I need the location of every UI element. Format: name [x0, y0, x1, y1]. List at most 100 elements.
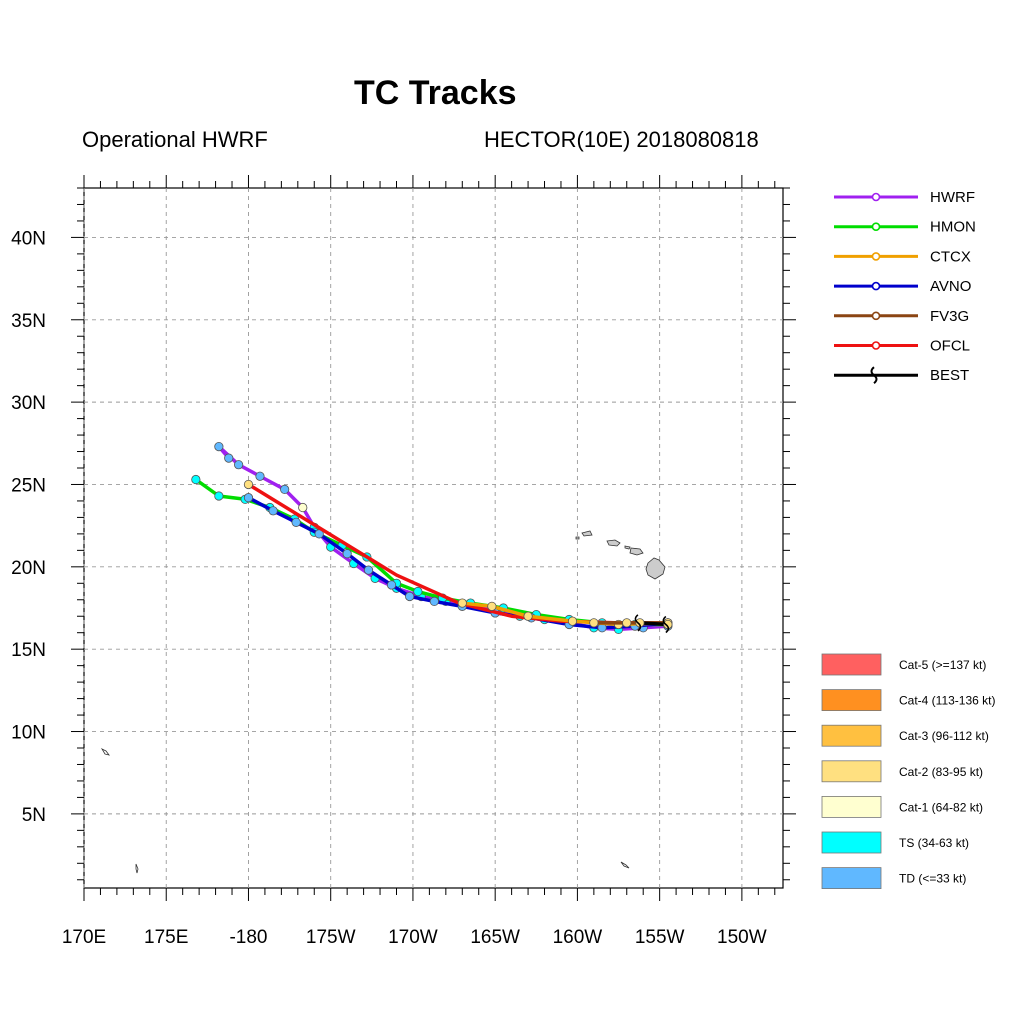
intensity-label-cat-5: Cat-5 (>=137 kt): [899, 658, 986, 672]
x-tick-label-150w: 150W: [717, 927, 767, 948]
island-outline: [629, 547, 644, 556]
y-tick-label-35n: 35N: [11, 311, 46, 332]
track-point-hwrf: [234, 460, 244, 470]
track-point-hwrf: [280, 484, 290, 495]
track-point-hwrf: [255, 471, 265, 481]
intensity-legend-ts: TS (34-63 kt): [821, 831, 969, 854]
track-point-hwrf: [224, 453, 234, 463]
island-outline: [581, 530, 593, 537]
legend-marker-hwrf: [871, 192, 881, 202]
island-outline: [624, 545, 631, 550]
track-point-hwrf: [298, 502, 308, 513]
x-tick-label-175w: 175W: [306, 927, 356, 948]
x-tick-label-170w: 170W: [388, 927, 438, 948]
y-tick-label-5n: 5N: [22, 805, 46, 826]
intensity-label-cat-1: Cat-1 (64-82 kt): [899, 800, 983, 814]
intensity-swatch-cat-4: [821, 689, 882, 711]
legend-marker-ofcl: [871, 341, 881, 350]
legend-entry-ctcx: CTCX: [834, 248, 971, 265]
track-best: [634, 614, 673, 634]
intensity-label-cat-4: Cat-4 (113-136 kt): [899, 694, 996, 708]
intensity-legend-td: TD (<=33 kt): [821, 867, 966, 889]
y-tick-label-20n: 20N: [11, 558, 46, 579]
track-point-fv3g: [622, 618, 632, 628]
intensity-swatch-cat-2: [821, 760, 882, 783]
track-point-fv3g: [589, 618, 599, 628]
intensity-legend-cat-3: Cat-3 (96-112 kt): [821, 724, 989, 747]
hurricane-symbol: [662, 615, 670, 634]
intensity-legend-cat-2: Cat-2 (83-95 kt): [821, 760, 983, 783]
x-tick-label-165w: 165W: [470, 927, 520, 948]
intensity-swatch-cat-3: [821, 724, 882, 747]
intensity-swatch-cat-5: [821, 653, 882, 676]
intensity-legend-cat-5: Cat-5 (>=137 kt): [821, 653, 986, 676]
legend-entry-ofcl: OFCL: [834, 338, 970, 355]
island-outline: [645, 557, 666, 580]
intensity-label-cat-3: Cat-3 (96-112 kt): [899, 729, 989, 743]
atoll-outline: [100, 748, 110, 756]
intensity-swatch-td: [821, 867, 882, 889]
track-point-ofcl: [243, 479, 254, 490]
hurricane-symbol: [870, 366, 878, 384]
track-point-ctcx: [457, 598, 467, 608]
track-point-ctcx: [567, 616, 578, 626]
x-tick-label-170e: 170E: [62, 927, 106, 948]
legend-label-hwrf: HWRF: [930, 189, 975, 206]
legend-entry-hwrf: HWRF: [834, 189, 975, 206]
atoll-outline: [135, 863, 139, 874]
legend-marker-fv3g: [871, 311, 881, 321]
legend-marker-ctcx: [871, 252, 881, 261]
track-point-avno: [291, 517, 301, 527]
plot-frame: [83, 187, 784, 889]
track-point-avno: [429, 596, 439, 607]
atoll-outline: [620, 861, 630, 869]
y-tick-label-40n: 40N: [11, 228, 46, 249]
legend-label-ofcl: OFCL: [930, 338, 970, 355]
legend-label-best: BEST: [930, 367, 969, 384]
x-tick-label-160w: 160W: [553, 927, 603, 948]
legend-label-fv3g: FV3G: [930, 308, 969, 325]
x-tick-label-180: -180: [229, 927, 267, 948]
y-tick-label-10n: 10N: [11, 723, 46, 744]
track-point-hmon: [191, 474, 201, 485]
track-point-hwrf: [214, 441, 224, 452]
intensity-legend-cat-4: Cat-4 (113-136 kt): [821, 689, 996, 711]
intensity-swatch-ts: [821, 831, 882, 854]
track-point-ctcx: [523, 611, 533, 621]
y-tick-label-25n: 25N: [11, 475, 46, 496]
hawaii-islands: [575, 530, 666, 580]
intensity-label-ts: TS (34-63 kt): [899, 836, 969, 850]
track-point-ctcx: [487, 601, 497, 611]
island-outline: [575, 536, 580, 540]
track-point-avno: [243, 493, 254, 503]
x-tick-label-175e: 175E: [144, 927, 188, 948]
legend-entry-hmon: HMON: [834, 219, 976, 236]
legend-label-ctcx: CTCX: [930, 248, 971, 265]
track-line-avno: [246, 495, 670, 630]
intensity-swatch-cat-1: [821, 796, 882, 818]
intensity-legend-cat-1: Cat-1 (64-82 kt): [821, 796, 983, 818]
intensity-label-cat-2: Cat-2 (83-95 kt): [899, 765, 983, 779]
y-tick-label-30n: 30N: [11, 393, 46, 414]
chart-title: TC Tracks: [354, 74, 517, 112]
track-line-best: [638, 621, 670, 627]
track-point-avno: [405, 591, 415, 602]
track-point-hmon: [214, 491, 224, 501]
track-point-avno: [386, 580, 397, 590]
legend-entry-best: BEST: [834, 366, 969, 384]
legend-label-avno: AVNO: [930, 278, 971, 295]
legend-marker-hmon: [871, 222, 881, 231]
legend-entry-fv3g: FV3G: [834, 308, 969, 325]
subtitle-storm: HECTOR(10E) 2018080818: [484, 127, 759, 152]
legend-marker-avno: [871, 281, 881, 291]
track-point-avno: [342, 549, 352, 559]
y-tick-label-15n: 15N: [11, 640, 46, 661]
track-point-hmon: [413, 586, 423, 597]
track-point-avno: [268, 506, 278, 516]
track-point-avno: [363, 565, 374, 575]
island-outline: [606, 539, 621, 547]
subtitle-model: Operational HWRF: [82, 127, 268, 152]
hurricane-symbol: [634, 614, 642, 632]
